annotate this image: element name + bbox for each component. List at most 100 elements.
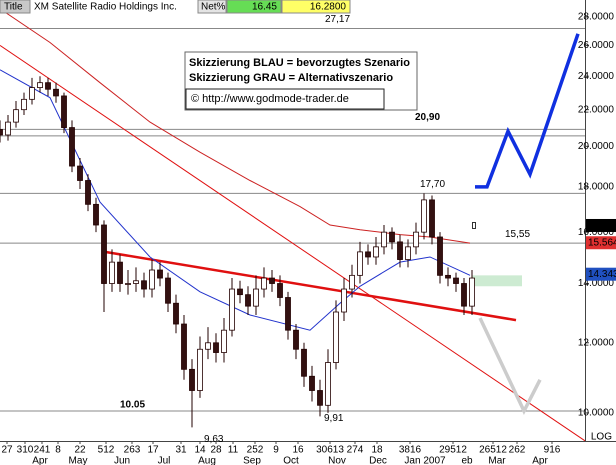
candle-body <box>21 98 27 111</box>
copyright-frame <box>185 88 385 110</box>
x-tick-label: 31 <box>175 445 187 456</box>
candle-body <box>365 251 371 258</box>
candle-body <box>317 390 323 406</box>
x-tick-label: 26512 <box>479 445 507 456</box>
candle-body <box>101 224 107 284</box>
candle-body <box>133 280 139 284</box>
y-tick-label: 26.0000 <box>578 40 615 51</box>
candle-body <box>189 368 195 391</box>
quote-box <box>281 0 351 14</box>
x-tick-label: 8 <box>55 445 61 456</box>
candle-body <box>349 274 355 290</box>
moving-average <box>0 69 471 331</box>
candle-body <box>181 323 187 370</box>
quote: 16.2800 <box>310 2 347 13</box>
candle-body <box>277 283 283 298</box>
scenario-line <box>478 317 542 415</box>
low-label: 9,91 <box>324 413 344 424</box>
candle-body <box>453 277 459 284</box>
month-label: eb <box>461 456 473 465</box>
net-value-box <box>226 0 282 14</box>
candle-body <box>341 288 347 313</box>
candle-body <box>469 277 475 307</box>
candle-body <box>261 277 267 290</box>
target-zone <box>472 275 522 287</box>
x-tick-label: 16 <box>292 445 304 456</box>
low-label: 9,63 <box>204 434 224 445</box>
x-tick-label: 28 <box>210 445 222 456</box>
y-tick-label: 16.0000 <box>578 227 615 238</box>
y-tick-label: 24.0000 <box>578 71 615 82</box>
x-tick-label: 512 <box>98 445 115 456</box>
candle-body <box>5 121 11 136</box>
candle-body <box>221 329 227 353</box>
x-tick-label: 17 <box>147 445 159 456</box>
moving-average <box>0 8 471 244</box>
candle-body <box>325 362 331 406</box>
candle-body <box>45 82 51 90</box>
candle-body <box>285 297 291 331</box>
price-tag: 14.34306 <box>588 269 616 280</box>
y-tick-label: 20.0000 <box>578 141 615 152</box>
level-label: 17,70 <box>420 179 445 190</box>
candle-body <box>397 241 403 260</box>
month-label: Jun <box>114 456 130 465</box>
x-tick-label: 3816 <box>399 445 422 456</box>
header-title: XM Satellite Radio Holdings Inc. <box>34 2 177 13</box>
candle-body <box>165 277 171 304</box>
x-tick-label: 263 <box>124 445 141 456</box>
candle-body <box>421 199 427 233</box>
candle-body <box>389 231 395 243</box>
candle-body <box>381 231 387 248</box>
net-value: 16.45 <box>252 2 277 13</box>
candle-body <box>413 231 419 248</box>
price-tag: 16.2800 <box>588 220 616 231</box>
candle-body <box>461 283 467 307</box>
candle-body <box>77 165 83 181</box>
y-tick-label: 10.0000 <box>578 408 615 419</box>
candle-body <box>149 269 155 290</box>
month-label: Dec <box>369 456 387 465</box>
candle-body <box>93 203 99 226</box>
candle-body <box>109 261 115 284</box>
y-tick-label: 14.0000 <box>578 278 615 289</box>
month-label: Sep <box>243 456 261 465</box>
price-tag-box <box>586 267 616 281</box>
candle-body <box>157 269 163 279</box>
candle-body <box>245 294 251 307</box>
candle-body <box>29 87 35 100</box>
month-label: Aug <box>198 456 216 465</box>
price-tag-box <box>586 218 616 232</box>
level-label: 20,90 <box>415 112 440 123</box>
x-tick-label: 30613 <box>316 445 344 456</box>
candle-body <box>229 288 235 331</box>
candle-body <box>125 283 131 285</box>
candle-body <box>301 348 307 377</box>
net-label-box <box>197 0 227 14</box>
candle-body <box>61 95 67 128</box>
x-tick-label: 274 <box>347 445 364 456</box>
y-tick-label: 18.0000 <box>578 181 615 192</box>
x-tick-label: 29512 <box>439 445 467 456</box>
y-tick-label: 28.0000 <box>578 12 615 23</box>
x-tick-label: 916 <box>544 445 561 456</box>
trendline <box>0 45 586 442</box>
level-label: 15,55 <box>505 229 530 240</box>
month-label: Apr <box>32 456 48 465</box>
x-tick-label: 27 <box>1 445 13 456</box>
candle-body <box>429 199 435 238</box>
x-tick-label: 22 <box>74 445 86 456</box>
month-label: May <box>69 456 88 465</box>
candle-body <box>373 246 379 258</box>
x-tick-label: 18 <box>371 445 383 456</box>
candle-body <box>13 109 19 123</box>
level-label: 27,17 <box>325 14 350 25</box>
candle-body <box>293 329 299 350</box>
candle-body <box>69 127 75 167</box>
candle-body <box>253 288 259 307</box>
price-tag-box <box>586 236 616 250</box>
month-label: Jul <box>158 456 171 465</box>
candle-body <box>197 348 203 391</box>
month-label: Apr <box>532 456 548 465</box>
